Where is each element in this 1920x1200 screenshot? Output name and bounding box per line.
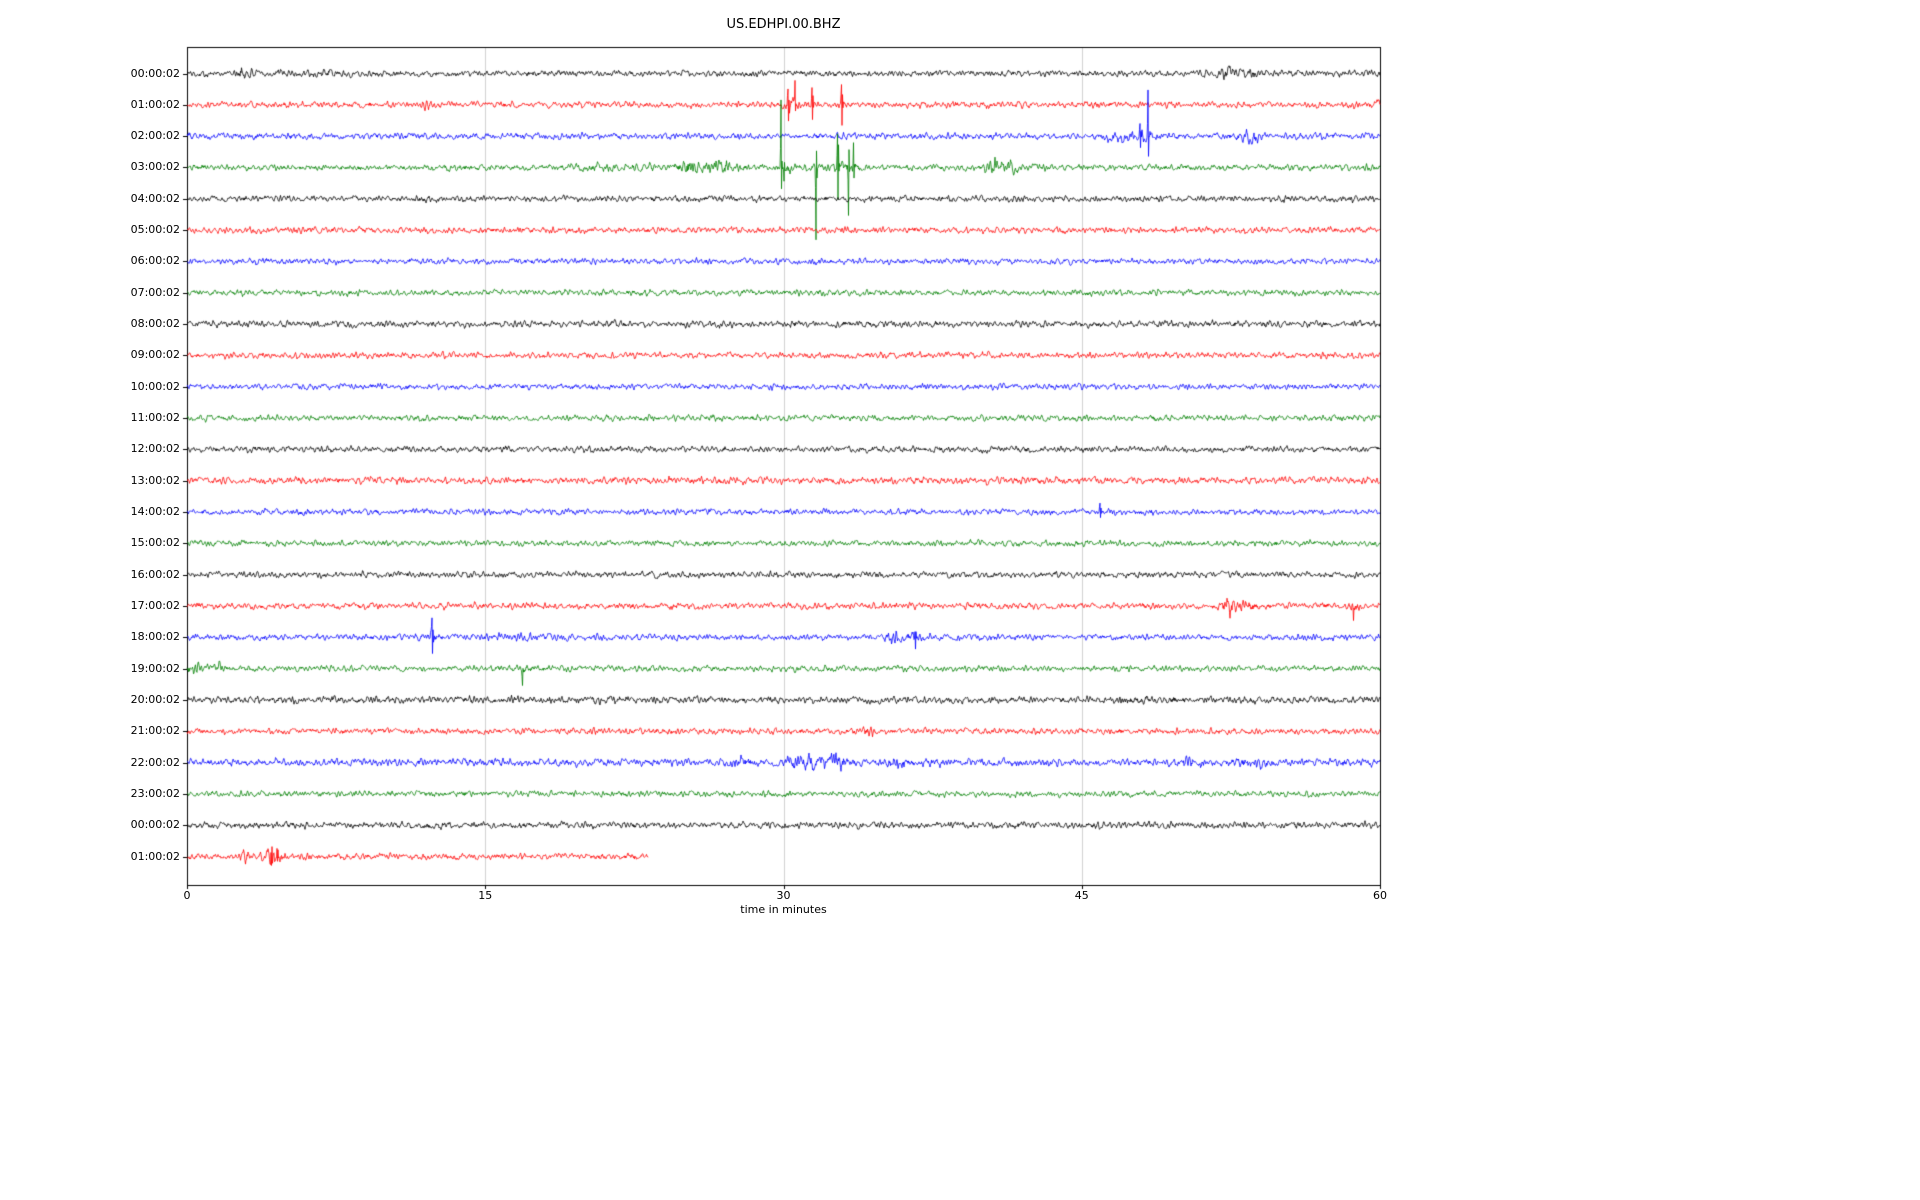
x-tick-label: 45: [1074, 889, 1089, 902]
row-time-label: 00:00:02: [130, 66, 180, 80]
row-time-label: 01:00:02: [130, 97, 180, 111]
row-time-label: 19:00:02: [130, 661, 180, 675]
x-tick-label: 0: [183, 889, 191, 902]
row-time-label: 08:00:02: [130, 317, 180, 331]
row-time-label: 04:00:02: [130, 191, 180, 205]
row-time-label: 18:00:02: [130, 630, 180, 644]
row-time-label: 06:00:02: [130, 254, 180, 268]
x-axis-label: time in minutes: [740, 903, 827, 916]
row-time-label: 20:00:02: [130, 692, 180, 706]
row-time-label: 22:00:02: [130, 755, 180, 769]
row-time-label: 17:00:02: [130, 598, 180, 612]
row-time-label: 02:00:02: [130, 129, 180, 143]
row-time-label: 13:00:02: [130, 473, 180, 487]
row-time-label: 05:00:02: [130, 223, 180, 237]
x-tick-label: 60: [1373, 889, 1387, 902]
row-time-label: 09:00:02: [130, 348, 180, 362]
row-time-label: 21:00:02: [130, 724, 180, 738]
row-time-label: 11:00:02: [130, 411, 180, 425]
row-time-label: 07:00:02: [130, 285, 180, 299]
row-time-label: 23:00:02: [130, 786, 180, 800]
row-time-label: 12:00:02: [130, 442, 180, 456]
row-time-label: 14:00:02: [130, 504, 180, 518]
row-time-label: 16:00:02: [130, 567, 180, 581]
x-tick-label: 15: [478, 889, 493, 902]
row-time-label: 00:00:02: [130, 818, 180, 832]
row-time-label: 03:00:02: [130, 160, 180, 174]
row-time-label: 10:00:02: [130, 379, 180, 393]
row-time-label: 01:00:02: [130, 849, 180, 863]
row-time-label: 15:00:02: [130, 536, 180, 550]
x-tick-label: 30: [776, 889, 791, 902]
